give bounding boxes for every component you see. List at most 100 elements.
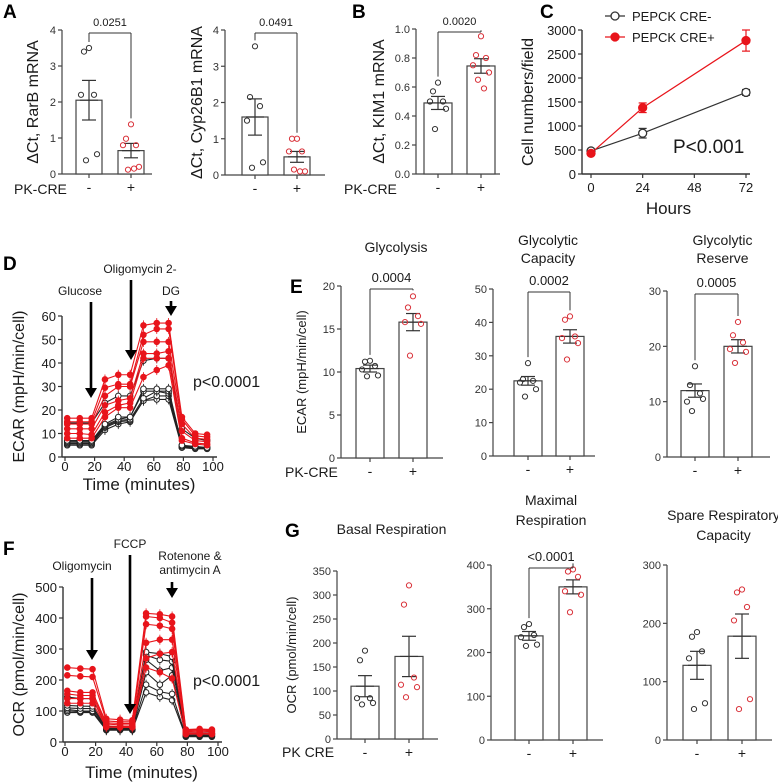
y-tick-label: 0 [655, 452, 661, 464]
data-point [140, 350, 147, 357]
chart-title: Glycolysis [364, 239, 427, 255]
x-axis-label: Hours [646, 199, 691, 218]
data-point [741, 35, 751, 46]
y-tick-label: 0 [329, 453, 335, 465]
data-point [140, 322, 147, 329]
data-point [699, 395, 707, 402]
x-tick-label: + [566, 461, 574, 477]
data-point [566, 313, 574, 320]
injection-label: Rotenone & [158, 549, 221, 563]
data-point [126, 380, 134, 388]
data-point [288, 135, 296, 142]
data-point [429, 88, 437, 95]
data-point [696, 390, 704, 397]
y-axis-label: ECAR (mpH/min/cell) [11, 310, 28, 462]
data-point [358, 701, 366, 708]
data-point [168, 675, 176, 682]
data-point [698, 648, 706, 655]
y-tick-label: 0.0 [395, 169, 410, 181]
x-tick-label: 72 [739, 180, 753, 195]
injection-arrow-head [166, 588, 178, 598]
data-point [156, 622, 164, 630]
data-point [688, 407, 696, 415]
data-point [165, 319, 172, 327]
y-tick-label: 400 [467, 560, 485, 572]
legend-label: PEPCK CRE+ [632, 30, 715, 45]
data-point [361, 647, 369, 654]
data-point [369, 699, 377, 707]
data-point [426, 98, 434, 105]
data-point [371, 362, 379, 370]
data-point [168, 690, 176, 698]
data-point [356, 657, 364, 664]
p-value: p<0.0001 [193, 673, 260, 690]
data-point [153, 385, 161, 393]
p-value: 0.0020 [443, 16, 477, 28]
y-tick-label: 0.8 [395, 53, 410, 65]
x-tick-label: 0 [61, 459, 68, 474]
data-point [726, 346, 734, 353]
data-point [208, 726, 216, 733]
data-point [566, 609, 574, 616]
x-tick-label: 48 [687, 180, 701, 195]
bar [514, 635, 544, 741]
data-point [574, 573, 582, 580]
data-point [101, 420, 109, 428]
injection-arrow-head [125, 350, 137, 360]
x-tick-label: 0 [587, 180, 594, 195]
data-point [248, 164, 256, 171]
x-tick-label: 20 [87, 459, 101, 474]
data-point [574, 340, 582, 347]
data-point [406, 352, 414, 359]
x-tick-label: 40 [117, 459, 131, 474]
bar [423, 102, 453, 175]
data-point [196, 725, 203, 733]
y-tick-label: 0 [325, 734, 331, 746]
data-point [735, 705, 743, 713]
data-point [397, 681, 405, 688]
data-point [178, 427, 186, 435]
x-tick-label: + [405, 744, 413, 760]
data-point [413, 684, 421, 691]
data-point [358, 366, 366, 373]
y-axis-label: ΔCt, KIM1 mRNA [371, 39, 388, 164]
y-tick-label: 20 [475, 384, 487, 396]
y-tick-label: 0 [569, 167, 576, 182]
data-point [293, 135, 301, 142]
data-point [734, 318, 742, 326]
data-point [701, 700, 709, 707]
y-tick-label: 20 [42, 403, 56, 418]
y-tick-label: 4 [50, 25, 56, 37]
y-tick-label: 15 [323, 324, 335, 336]
data-point [414, 313, 422, 320]
data-point [469, 62, 477, 69]
y-tick-label: 1500 [547, 95, 576, 110]
data-point [741, 87, 751, 98]
x-tick-label: 0 [61, 744, 68, 759]
data-point [156, 610, 164, 618]
data-point [89, 665, 96, 673]
data-point [691, 363, 699, 370]
y-tick-label: 2500 [547, 47, 576, 62]
y-tick-label: 3000 [547, 23, 576, 38]
data-point [439, 98, 447, 105]
data-point [746, 696, 754, 703]
data-point [561, 588, 569, 595]
data-point [153, 350, 161, 357]
data-point [638, 128, 648, 138]
data-point [80, 48, 88, 55]
panel-label: A [3, 2, 17, 23]
p-value: 0.0491 [259, 17, 293, 29]
y-tick-label: 30 [475, 351, 487, 363]
data-point [731, 359, 739, 367]
y-tick-label: 300 [313, 590, 331, 602]
y-tick-label: 200 [643, 618, 661, 630]
data-point [114, 371, 122, 379]
injection-label: antimycin A [159, 563, 220, 577]
y-tick-label: 0 [50, 735, 57, 750]
data-point [730, 617, 738, 624]
data-point [516, 379, 524, 386]
y-tick-label: 0 [655, 735, 661, 747]
